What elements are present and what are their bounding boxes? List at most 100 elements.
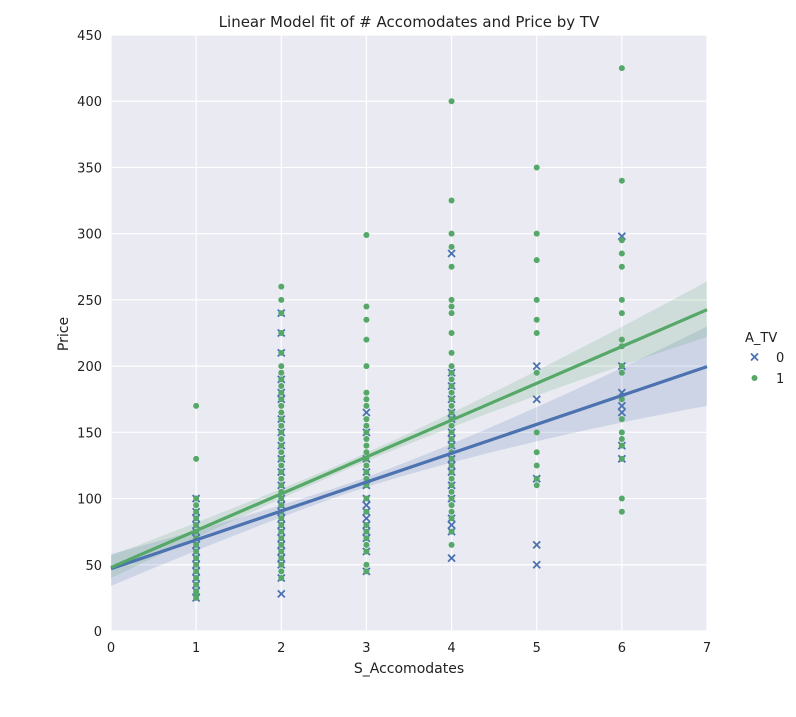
data-point-tv-1 — [193, 508, 200, 515]
data-point-tv-1 — [618, 237, 625, 244]
data-point-tv-1 — [278, 575, 285, 582]
data-point-tv-1 — [533, 462, 540, 469]
data-point-tv-1 — [533, 296, 540, 303]
data-point-tv-1 — [448, 330, 455, 336]
data-point-tv-1 — [533, 449, 540, 456]
data-point-tv-1 — [363, 416, 370, 423]
data-point-tv-1 — [278, 416, 285, 423]
legend-marker-1 — [751, 375, 758, 381]
data-point-tv-1 — [618, 250, 625, 257]
data-point-tv-1 — [278, 396, 285, 403]
data-point-tv-0 — [447, 554, 456, 563]
x-tick-label: 4 — [447, 641, 455, 656]
data-point-tv-1 — [618, 296, 625, 303]
x-tick-label: 0 — [107, 641, 115, 656]
data-point-tv-1 — [278, 376, 285, 383]
data-point-tv-0 — [532, 395, 541, 404]
data-point-tv-1 — [363, 548, 370, 555]
data-point-tv-1 — [193, 522, 200, 529]
data-point-tv-1 — [278, 409, 285, 416]
data-point-tv-1 — [278, 541, 285, 548]
data-point-tv-1 — [193, 541, 200, 548]
data-point-tv-1 — [448, 243, 455, 250]
data-point-tv-1 — [363, 495, 370, 502]
x-tick-label: 5 — [533, 641, 541, 656]
data-point-tv-1 — [448, 98, 455, 105]
y-tick-label: 250 — [77, 294, 102, 309]
data-point-tv-1 — [448, 230, 455, 237]
data-point-tv-1 — [278, 349, 285, 356]
data-point-tv-0 — [617, 401, 626, 410]
data-point-tv-1 — [363, 389, 370, 396]
y-tick-label: 300 — [77, 228, 102, 243]
data-point-tv-1 — [193, 575, 200, 582]
data-point-tv-1 — [278, 469, 285, 476]
data-point-tv-1 — [533, 482, 540, 489]
data-point-tv-1 — [278, 449, 285, 456]
data-point-tv-0 — [447, 249, 456, 258]
data-point-tv-1 — [448, 435, 455, 442]
data-point-tv-1 — [448, 422, 455, 429]
data-point-tv-1 — [533, 429, 540, 436]
data-point-tv-1 — [363, 449, 370, 456]
legend-items: 01 — [750, 351, 784, 387]
data-point-tv-1 — [363, 402, 370, 409]
plot-background — [111, 35, 707, 631]
data-point-tv-0 — [447, 520, 456, 530]
data-point-tv-1 — [363, 528, 370, 535]
data-point-tv-0 — [362, 501, 371, 510]
x-tick-label: 6 — [618, 641, 626, 656]
data-point-tv-1 — [278, 522, 285, 529]
data-point-tv-1 — [618, 263, 625, 270]
data-point-tv-1 — [363, 422, 370, 429]
data-point-tv-1 — [278, 482, 285, 489]
data-point-tv-1 — [448, 396, 455, 403]
data-point-tv-1 — [363, 396, 370, 403]
data-point-tv-1 — [278, 296, 285, 303]
data-point-tv-1 — [278, 369, 285, 376]
data-point-tv-1 — [448, 429, 455, 436]
data-point-tv-1 — [448, 455, 455, 462]
data-point-tv-1 — [193, 555, 200, 562]
legend: A_TV 01 — [745, 331, 784, 387]
data-point-tv-1 — [448, 263, 455, 270]
data-point-tv-1 — [533, 369, 540, 376]
data-point-tv-1 — [618, 336, 625, 343]
data-point-tv-0 — [532, 540, 541, 550]
data-point-tv-1 — [363, 442, 370, 449]
y-tick-label: 100 — [77, 493, 102, 508]
data-point-tv-1 — [618, 455, 625, 462]
legend-label-0: 0 — [776, 351, 784, 366]
data-point-tv-1 — [448, 349, 455, 356]
data-point-tv-1 — [448, 495, 455, 502]
legend-title: A_TV — [745, 331, 777, 346]
data-point-tv-1 — [363, 535, 370, 542]
y-tick-label: 200 — [77, 360, 102, 375]
regression-line-1 — [110, 308, 708, 569]
data-point-tv-1 — [618, 508, 625, 515]
data-point-tv-1 — [278, 310, 285, 317]
chart-title: Linear Model fit of # Accomodates and Pr… — [219, 13, 600, 31]
data-point-tv-1 — [533, 475, 540, 482]
data-point-tv-1 — [448, 515, 455, 522]
data-point-tv-1 — [363, 462, 370, 469]
data-point-tv-1 — [193, 588, 200, 595]
data-point-tv-1 — [533, 164, 540, 171]
data-point-tv-1 — [448, 475, 455, 482]
data-point-tv-1 — [448, 376, 455, 383]
data-point-tv-1 — [618, 369, 625, 376]
data-point-tv-1 — [618, 495, 625, 502]
data-point-tv-1 — [363, 522, 370, 529]
confidence-band-0 — [111, 326, 707, 586]
y-tick-label: 50 — [85, 559, 102, 574]
data-point-tv-1 — [363, 561, 370, 568]
data-point-tv-1 — [363, 541, 370, 548]
data-point-tv-1 — [193, 568, 200, 575]
data-point-tv-1 — [278, 535, 285, 542]
data-point-tv-1 — [278, 528, 285, 535]
data-point-tv-1 — [278, 382, 285, 389]
data-point-tv-1 — [448, 382, 455, 389]
data-point-tv-1 — [448, 363, 455, 370]
data-point-tv-1 — [363, 316, 370, 323]
y-tick-label: 450 — [77, 29, 102, 44]
